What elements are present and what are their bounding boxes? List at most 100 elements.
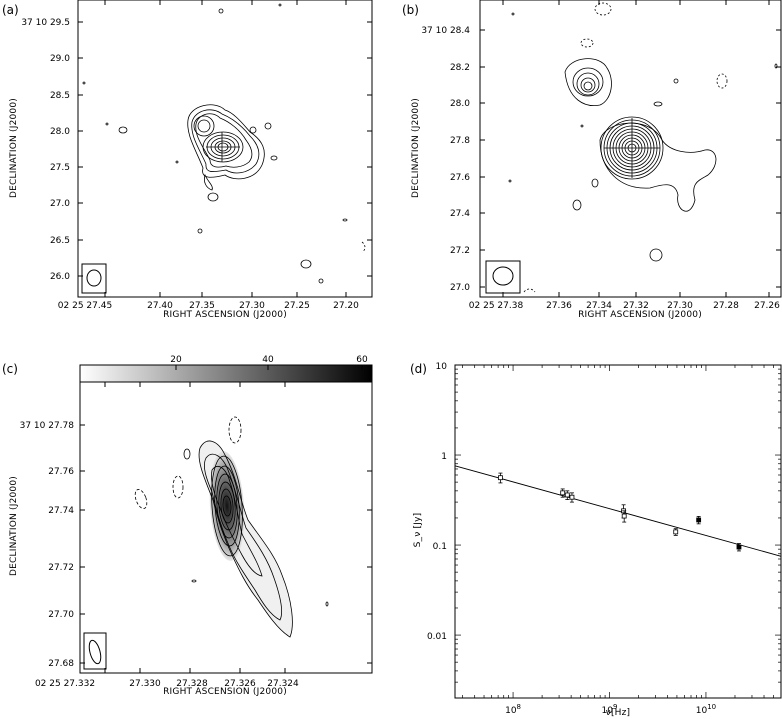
panel-c-xtick-label: 27.328: [176, 679, 208, 689]
panel-a-xtick-label: 27.40: [147, 301, 173, 311]
panel-b-ytick-label: 37 10 28.4: [421, 26, 470, 36]
panel-d-xtick-base: 10: [602, 706, 614, 716]
panel-a-beam: [86, 269, 102, 287]
panel-c-colorbar-tick-label: 20: [170, 355, 182, 365]
panel-d-xtick-base: 10: [505, 706, 517, 716]
panel-a: 37 10 29.5 29.0 28.5 28.0 27.5 27.0 26.5 26.0 0…: [9, 0, 373, 320]
panel-a-ytick-label: 27.5: [50, 163, 70, 173]
panel-c-beam-box: [83, 632, 107, 670]
panel-b-xtick-label: 27.36: [546, 301, 572, 311]
panel-c-ylabel: DECLINATION (J2000): [9, 476, 19, 576]
panel-c-xtick-label: 02 25 27.332: [35, 679, 95, 689]
panel-a-xtick-label: 27.20: [333, 301, 359, 311]
panel-b-y-ticks: 37 10 28.4 28.2 28.0 27.8 27.6 27.4 27.2 27.0: [421, 26, 781, 293]
panel-a-xtick-label: 27.30: [239, 301, 265, 311]
panel-c-ytick-label: 27.76: [48, 467, 74, 477]
panel-d: 1010.10.01 108 109 1010 ν[Hz] S_ν [Jy]: [413, 362, 782, 718]
panel-b-xtick-label: 02 25 27.38: [469, 301, 524, 311]
panel-a-ytick-label: 27.0: [50, 199, 70, 209]
panel-c-frame: [79, 381, 373, 674]
panel-b-ytick-label: 27.8: [450, 136, 470, 146]
panel-b-ytick-label: 27.0: [450, 283, 470, 293]
panel-d-y-ticks: 10 1 0.1 0.01: [427, 362, 447, 642]
panel-d-xtick-label: 108: [505, 703, 521, 716]
panel-a-ytick-label: 28.0: [50, 127, 70, 137]
panel-d-xtick-exp: 8: [517, 703, 521, 711]
panel-d-data-point: [569, 494, 575, 500]
panel-a-ytick-label: 37 10 29.5: [21, 18, 70, 28]
panel-c-y-ticks: 37 10 27.78 27.76 27.74 27.72 27.70 27.68: [20, 421, 372, 669]
panel-b-ytick-label: 28.0: [450, 99, 470, 109]
panel-b-contours: [508, 2, 778, 293]
panel-d-xtick-exp: 10: [707, 703, 716, 711]
panel-b-ytick-label: 27.4: [450, 209, 470, 219]
panel-d-fit-line: [454, 465, 782, 557]
panel-c-contours: [134, 416, 329, 638]
panel-d-data-point: [673, 529, 679, 535]
panel-b-ytick-label: 27.2: [450, 246, 470, 256]
panel-a-ytick-label: 28.5: [50, 91, 70, 101]
panel-d-xtick-exp: 9: [613, 703, 617, 711]
panel-a-ytick-label: 26.0: [50, 272, 70, 282]
panel-c-xlabel: RIGHT ASCENSION (J2000): [163, 687, 287, 697]
panel-c: 20 40 60 37 10 27.78 27.76 27.74 27.72 27.70 27…: [9, 355, 373, 697]
panel-d-label: (d): [410, 362, 427, 376]
panel-a-x-ticks: 02 25 27.45 27.40 27.35 27.30 27.25 27.20: [58, 0, 359, 311]
panel-c-colorbar-ticks: 20 40 60: [170, 355, 368, 370]
panel-d-fit-line-path: [454, 465, 782, 557]
panel-b-ytick-label: 27.6: [450, 173, 470, 183]
panel-d-data-point: [498, 475, 503, 481]
panel-c-core-fill: [209, 451, 245, 561]
panel-d-xlabel: ν[Hz]: [606, 708, 631, 718]
panel-c-ytick-label: 37 10 27.78: [20, 421, 75, 431]
panel-b-xtick-label: 27.32: [623, 301, 649, 311]
panel-c-label: (c): [2, 362, 18, 376]
panel-c-xtick-label: 27.326: [224, 679, 256, 689]
panel-d-minor-ticks: [455, 364, 782, 699]
panel-d-data-point: [736, 544, 742, 550]
panel-c-colorbar-tick-label: 60: [356, 355, 368, 365]
panel-a-ytick-label: 29.0: [50, 54, 70, 64]
panel-b-xtick-label: 27.34: [586, 301, 612, 311]
panel-d-data-point: [564, 492, 570, 498]
panel-a-beam-box: [81, 263, 107, 294]
panel-b-ylabel: DECLINATION (J2000): [411, 98, 421, 198]
panel-c-xtick-label: 27.324: [267, 679, 299, 689]
panel-d-xtick-label: 109: [602, 703, 618, 716]
panel-b-x-ticks: 02 25 27.38 27.36 27.34 27.32 27.30 27.28 27.2…: [469, 0, 780, 311]
panel-b: 37 10 28.4 28.2 28.0 27.8 27.6 27.4 27.2 27.0 0…: [411, 0, 782, 320]
panel-a-xtick-label: 27.35: [189, 301, 215, 311]
panel-b-frame: [479, 0, 782, 298]
panel-b-xtick-label: 27.26: [754, 301, 780, 311]
panel-b-label: (b): [402, 3, 419, 17]
panel-c-colorbar-tick-label: 40: [262, 355, 274, 365]
panel-a-frame: [77, 0, 373, 298]
panel-c-ytick-label: 27.68: [48, 659, 74, 669]
panel-d-frame: [454, 364, 782, 699]
panel-c-ytick-label: 27.74: [48, 506, 74, 516]
panel-d-ytick-label: 10: [436, 362, 448, 372]
panel-d-data-point: [560, 490, 566, 496]
panel-b-xlabel: RIGHT ASCENSION (J2000): [578, 310, 702, 320]
panel-d-ytick-label: 0.01: [427, 632, 447, 642]
panel-c-xtick-label: 27.330: [129, 679, 161, 689]
panel-c-x-ticks: 02 25 27.332 27.330 27.328 27.326 27.324: [35, 382, 299, 689]
panel-c-ytick-label: 27.72: [48, 563, 74, 573]
panel-a-label: (a): [2, 3, 19, 17]
panel-d-ylabel: S_ν [Jy]: [413, 513, 423, 548]
panel-d-x-ticks: 108 109 1010: [505, 703, 716, 716]
panel-c-colorbar: [79, 364, 373, 383]
panel-d-xtick-label: 1010: [696, 703, 716, 716]
panel-a-xtick-label: 02 25 27.45: [58, 301, 112, 311]
panel-a-xtick-label: 27.25: [284, 301, 310, 311]
panel-b-beam: [492, 266, 514, 286]
panel-c-ytick-label: 27.70: [48, 610, 74, 620]
panel-b-xtick-label: 27.28: [713, 301, 739, 311]
panel-d-ytick-label: 1: [441, 452, 447, 462]
panel-a-xlabel: RIGHT ASCENSION (J2000): [163, 310, 287, 320]
panel-a-contours: [82, 3, 366, 284]
panel-d-data-point: [621, 513, 627, 519]
panel-d-points: [498, 472, 742, 552]
panel-a-ylabel: DECLINATION (J2000): [9, 98, 19, 198]
